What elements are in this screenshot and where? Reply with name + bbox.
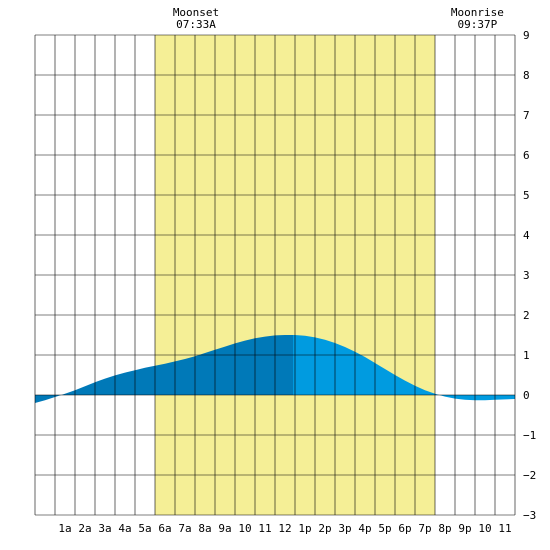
y-tick-label: −2	[523, 469, 536, 482]
y-tick-label: 9	[523, 29, 530, 42]
x-tick-label: 2a	[78, 522, 91, 535]
x-tick-label: 8a	[198, 522, 211, 535]
x-tick-label: 2p	[318, 522, 331, 535]
x-tick-label: 5p	[378, 522, 391, 535]
y-tick-label: −1	[523, 429, 536, 442]
y-tick-label: 2	[523, 309, 530, 322]
y-tick-label: 1	[523, 349, 530, 362]
x-tick-label: 1p	[298, 522, 311, 535]
y-tick-label: 8	[523, 69, 530, 82]
y-tick-label: 6	[523, 149, 530, 162]
tide-area-past	[35, 335, 293, 403]
x-tick-label: 9p	[458, 522, 471, 535]
x-tick-label: 11	[498, 522, 511, 535]
moon-event-time: 09:37P	[458, 18, 498, 31]
x-tick-label: 3p	[338, 522, 351, 535]
x-tick-label: 7p	[418, 522, 431, 535]
x-tick-label: 11	[258, 522, 271, 535]
x-tick-label: 6a	[158, 522, 171, 535]
y-tick-label: 3	[523, 269, 530, 282]
x-tick-label: 1a	[58, 522, 71, 535]
x-tick-label: 8p	[438, 522, 451, 535]
y-tick-label: 0	[523, 389, 530, 402]
x-tick-labels: 1a 2a 3a 4a 5a 6a 7a 8a 9a 10 11 12 1p 2p 3p 4p 5p 6p 7p 8p…	[58, 522, 511, 535]
y-tick-label: 4	[523, 229, 530, 242]
x-tick-label: 9a	[218, 522, 231, 535]
y-tick-label: −3	[523, 509, 536, 522]
y-tick-label: 5	[523, 189, 530, 202]
tide-area	[35, 335, 515, 403]
x-tick-label: 10	[238, 522, 251, 535]
x-tick-label: 12	[278, 522, 291, 535]
grid-lines	[34, 34, 516, 516]
x-tick-label: 4a	[118, 522, 131, 535]
moon-event-time: 07:33A	[176, 18, 216, 31]
y-tick-label: 7	[523, 109, 530, 122]
x-tick-label: 7a	[178, 522, 191, 535]
moon-event-label: Moonset	[173, 6, 219, 19]
x-tick-label: 10	[478, 522, 491, 535]
tide-area-future	[293, 335, 515, 401]
x-tick-label: 4p	[358, 522, 371, 535]
x-tick-label: 5a	[138, 522, 151, 535]
moon-event-label: Moonrise	[451, 6, 504, 19]
x-tick-label: 3a	[98, 522, 111, 535]
x-tick-label: 6p	[398, 522, 411, 535]
y-tick-labels: −3 −2 −1 0 1 2 3 4 5 6 7 8 9	[523, 29, 536, 522]
